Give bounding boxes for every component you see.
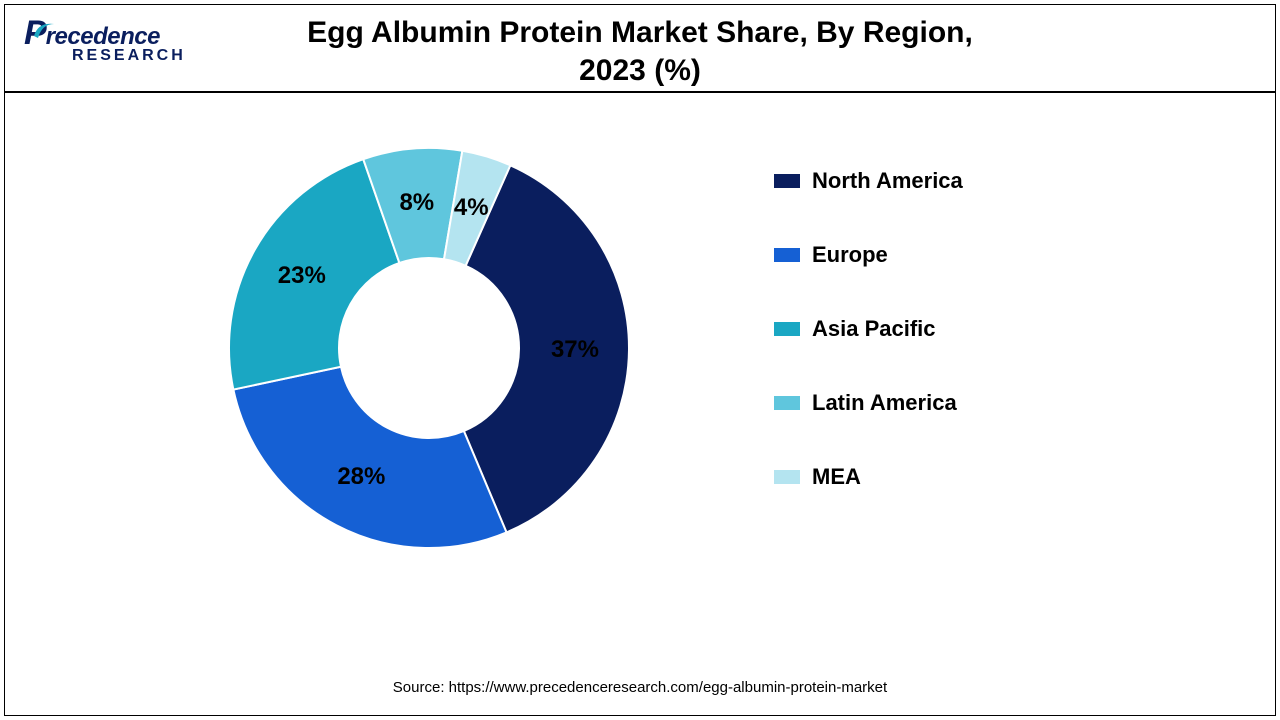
slice-label: 37%	[551, 336, 599, 364]
slice-label: 8%	[399, 189, 434, 217]
legend-swatch	[774, 322, 800, 336]
legend-label: Latin America	[812, 390, 957, 416]
legend-item: Europe	[774, 242, 963, 268]
slice-label: 23%	[278, 262, 326, 290]
legend-item: Asia Pacific	[774, 316, 963, 342]
header-row: P recedence RESEARCH Egg Albumin Protein…	[4, 4, 1276, 92]
legend-swatch	[774, 248, 800, 262]
legend-swatch	[774, 470, 800, 484]
slice-label: 4%	[454, 194, 489, 222]
chart-body: North America Europe Asia Pacific Latin Ame…	[4, 92, 1276, 716]
legend: North America Europe Asia Pacific Latin Ame…	[774, 168, 963, 538]
title-line-2: 2023 (%)	[4, 52, 1276, 90]
source-text: Source: https://www.precedenceresearch.c…	[4, 679, 1276, 696]
chart-title: Egg Albumin Protein Market Share, By Reg…	[4, 14, 1276, 89]
legend-label: Asia Pacific	[812, 316, 936, 342]
legend-label: North America	[812, 168, 963, 194]
donut-hole	[340, 259, 518, 437]
legend-item: MEA	[774, 464, 963, 490]
legend-label: Europe	[812, 242, 888, 268]
legend-item: Latin America	[774, 390, 963, 416]
legend-item: North America	[774, 168, 963, 194]
title-line-1: Egg Albumin Protein Market Share, By Reg…	[4, 14, 1276, 52]
legend-swatch	[774, 396, 800, 410]
legend-swatch	[774, 174, 800, 188]
slice-label: 28%	[337, 463, 385, 491]
legend-label: MEA	[812, 464, 861, 490]
